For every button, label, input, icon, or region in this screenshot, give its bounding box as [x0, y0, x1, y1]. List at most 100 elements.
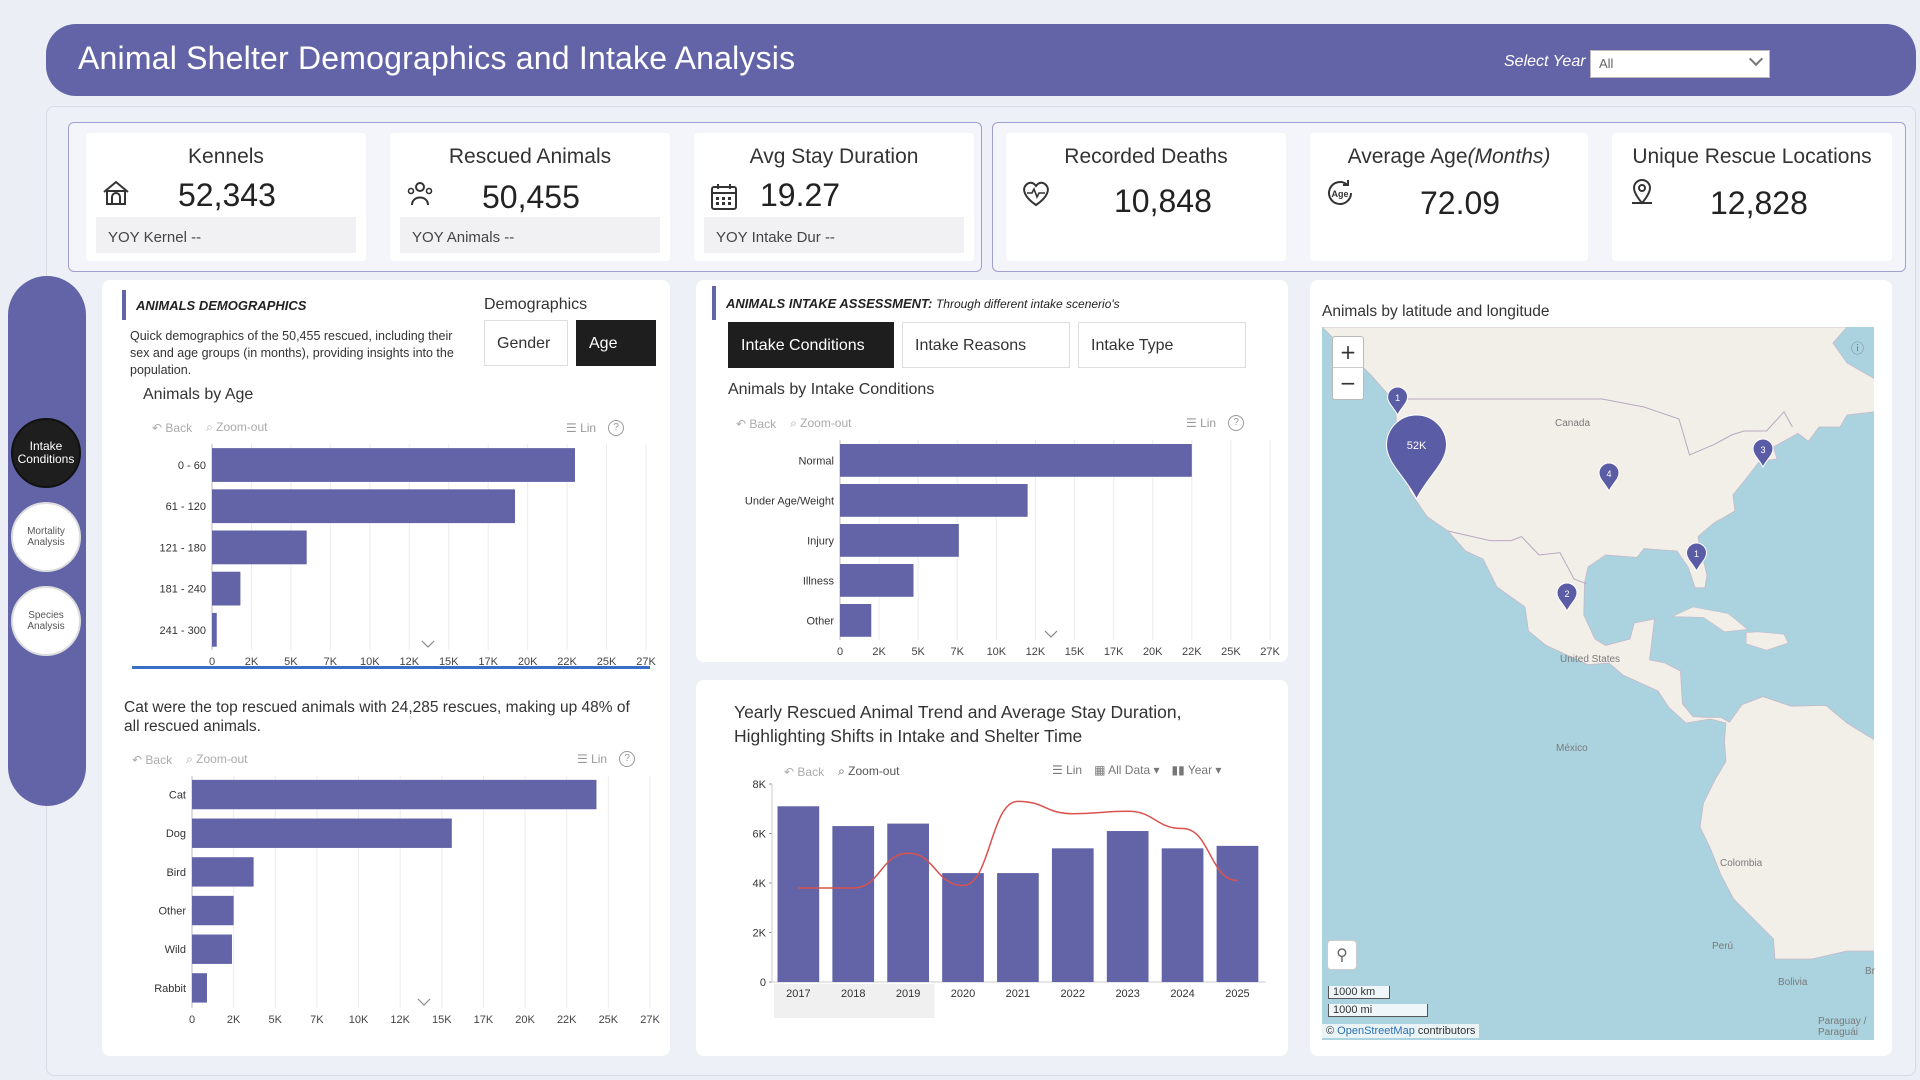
marker-label: 1 [1395, 393, 1400, 403]
x-tick-label: 25K [1221, 646, 1241, 658]
axis-highlight [774, 984, 935, 1018]
x-tick-label: 2022 [1061, 988, 1085, 1000]
intake-section-title: ANIMALS INTAKE ASSESSMENT: Through diffe… [726, 296, 1120, 311]
y-tick-label: 2K [753, 928, 767, 940]
help-icon[interactable]: ? [1228, 415, 1245, 431]
page-title: Animal Shelter Demographics and Intake A… [78, 40, 796, 76]
age-bar-chart: 0 2K 5K 7K 10K 12K 15K 17K 20K 22K 25K 27K 0 - 60 61 … [160, 444, 656, 668]
marker-label: 2 [1564, 589, 1569, 599]
kpi-card-unique-locations[interactable]: Unique Rescue Locations 12,828 [1612, 133, 1892, 261]
toggle-age[interactable]: Age [576, 320, 656, 366]
bar [192, 895, 234, 926]
kpi-title: Unique Rescue Locations [1632, 145, 1872, 168]
category-label: 241 - 300 [160, 625, 206, 637]
kpi-title-text: Average Age [1347, 145, 1468, 168]
all-data-dropdown[interactable]: ▦ All Data ▾ [1094, 763, 1160, 777]
lin-button[interactable]: ☰ Lin [577, 752, 608, 766]
nav-intake-conditions[interactable]: Intake Conditions [11, 418, 81, 488]
x-tick-label: 17K [478, 656, 498, 668]
zoom-out-button[interactable]: ⌕ Zoom-out [838, 764, 900, 778]
year-dropdown[interactable]: ▮▮ Year ▾ [1171, 763, 1222, 777]
back-button[interactable]: ↶ Back [152, 420, 193, 435]
help-icon[interactable]: ? [608, 420, 625, 436]
category-label: Dog [166, 828, 186, 840]
bar [840, 524, 959, 557]
lin-button[interactable]: ☰ Lin [1186, 416, 1217, 430]
kpi-card-avg-stay[interactable]: Avg Stay Duration 19.27 YOY Intake Dur -… [694, 133, 974, 261]
x-tick-label: 17K [1104, 646, 1124, 658]
svg-text:Age: Age [1331, 189, 1348, 199]
intake-title-sub: Through different intake scenerio's [935, 297, 1120, 311]
bar [777, 806, 820, 982]
tab-intake-type[interactable]: Intake Type [1078, 322, 1246, 368]
land-mass [1322, 327, 1874, 960]
bar [192, 818, 452, 848]
back-button[interactable]: ↶ Back [736, 416, 777, 431]
zoom-out-map-button[interactable]: − [1339, 371, 1357, 395]
year-filter-label: Select Year [1504, 53, 1586, 70]
marker-label: 3 [1760, 445, 1765, 455]
category-label: Under Age/Weight [745, 495, 834, 507]
year-select[interactable]: All [1590, 50, 1770, 78]
x-tick-label: 10K [360, 656, 380, 668]
kpi-value: 10,848 [1114, 183, 1212, 219]
map-pin-icon[interactable]: ⚲ [1327, 940, 1357, 970]
tab-intake-conditions[interactable]: Intake Conditions [728, 322, 894, 368]
lin-button[interactable]: ☰ Lin [1052, 763, 1083, 777]
marker-label: 52K [1407, 440, 1427, 452]
lin-button[interactable]: ☰ Lin [566, 421, 597, 435]
back-button[interactable]: ↶ Back [132, 752, 173, 767]
age-chart-toolbar: ↶ Back ⌕ Zoom-out [152, 420, 268, 435]
help-icon[interactable]: ? [619, 751, 636, 767]
kpi-value: 19.27 [760, 177, 841, 213]
bar [192, 857, 254, 887]
x-tick-label: 7K [324, 656, 338, 668]
zoom-out-button[interactable]: ⌕ Zoom-out [206, 420, 268, 434]
bar [192, 779, 597, 810]
x-tick-label: 5K [911, 646, 925, 658]
bar [192, 973, 207, 1003]
map-label-paraguay: Paraguay / Paraguái [1818, 1016, 1867, 1038]
calendar-icon [711, 184, 737, 210]
x-tick-label: 25K [599, 1014, 619, 1026]
attribution-suffix: contributors [1417, 1025, 1476, 1037]
kpi-card-recorded-deaths[interactable]: Recorded Deaths 10,848 [1006, 133, 1286, 261]
map-label-canada: Canada [1555, 418, 1591, 429]
kpi-card-kennels[interactable]: Kennels 52,343 YOY Kernel -- [86, 133, 366, 261]
nav-species-analysis[interactable]: Species Analysis [11, 586, 81, 656]
tab-intake-reasons[interactable]: Intake Reasons [902, 322, 1070, 368]
kpi-yoy: YOY Animals -- [400, 217, 660, 253]
map-label-mexico: México [1556, 743, 1588, 754]
zoom-out-button[interactable]: ⌕ Zoom-out [186, 752, 248, 766]
category-label: Wild [165, 944, 186, 956]
nav-mortality-analysis[interactable]: Mortality Analysis [11, 502, 81, 572]
section-accent-bar [712, 286, 716, 320]
category-label: 181 - 240 [160, 584, 206, 596]
bar [942, 873, 984, 982]
kpi-card-average-age[interactable]: Average Age(Months) Age 72.09 [1310, 133, 1588, 261]
x-tick-label: 25K [597, 656, 617, 668]
map-marker [1598, 462, 1620, 493]
zoom-in-button[interactable]: + [1333, 337, 1363, 368]
map-label-united-states: United States [1560, 654, 1621, 665]
species-insight: Cat were the top rescued animals with 24… [124, 699, 630, 735]
map-zoom-control: + − [1332, 336, 1364, 400]
osm-link[interactable]: OpenStreetMap [1337, 1025, 1415, 1037]
zoom-out-button[interactable]: ⌕ Zoom-out [790, 416, 852, 430]
kpi-card-rescued-animals[interactable]: Rescued Animals 50,455 YOY Animals -- [390, 133, 670, 261]
x-tick-label: 22K [1182, 646, 1202, 658]
kpi-yoy: YOY Kernel -- [96, 217, 356, 253]
bar [212, 448, 575, 482]
map-info-icon[interactable]: ⓘ [1851, 341, 1865, 356]
x-tick-label: 12K [390, 1014, 410, 1026]
kpi-value: 50,455 [482, 179, 580, 215]
kpi-value: 52,343 [178, 177, 276, 213]
toggle-gender[interactable]: Gender [484, 320, 568, 366]
x-tick-label: 22K [557, 656, 577, 668]
map-canvas[interactable]: 1 52K 4 3 1 2 [1322, 327, 1874, 1040]
kpi-title: Recorded Deaths [1064, 145, 1228, 168]
map-marker [1385, 414, 1448, 501]
category-label: Bird [166, 867, 186, 879]
kpi-title: Avg Stay Duration [749, 145, 919, 168]
back-button[interactable]: ↶ Back [784, 764, 825, 779]
